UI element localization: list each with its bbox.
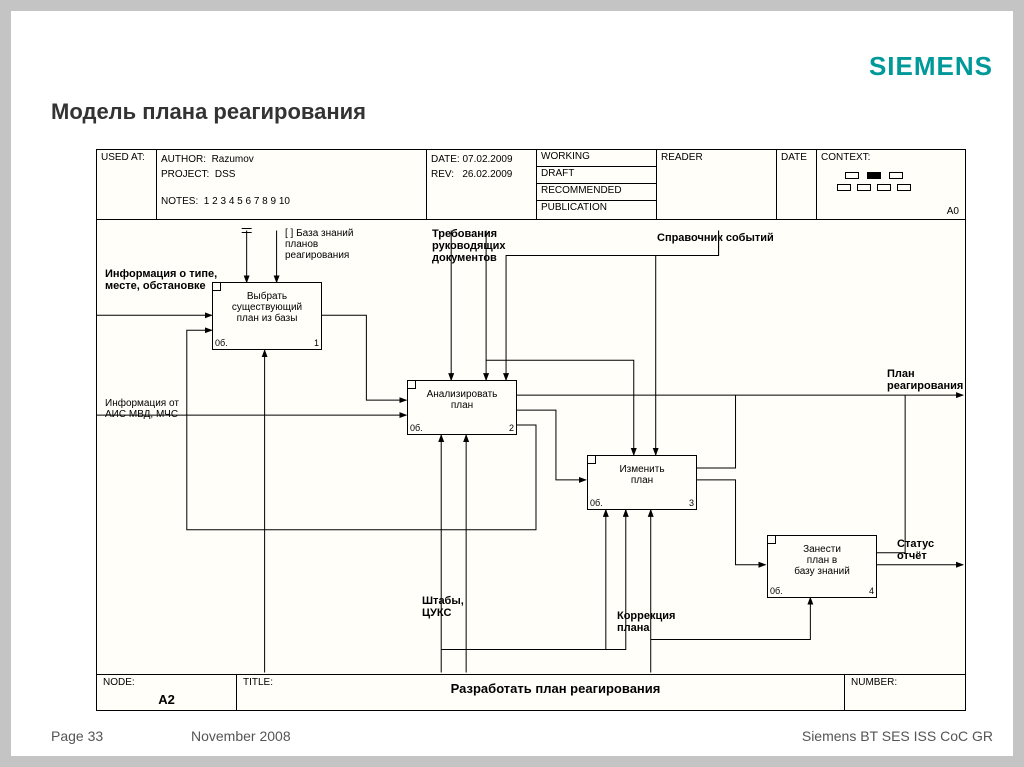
label-info-type: Информация о типе, месте, обстановке	[105, 268, 217, 292]
rev-label: REV:	[431, 169, 454, 180]
number-label: NUMBER:	[851, 677, 897, 688]
box4-nr: 4	[869, 586, 874, 596]
diagram-footer: NODE: A2 TITLE: Разработать план реагиро…	[97, 674, 965, 710]
project-value: DSS	[215, 169, 236, 180]
notes-label: NOTES:	[161, 196, 198, 207]
box1-title: Выбрать существующий план из базы	[213, 291, 321, 324]
author-label: AUTHOR:	[161, 154, 206, 165]
footer-date: November 2008	[191, 728, 291, 744]
idef0-diagram: USED AT: AUTHOR: Razumov PROJECT: DSS NO…	[96, 149, 966, 711]
box4-nl: 0б.	[770, 586, 783, 596]
slide: SIEMENS Модель плана реагирования USED A…	[11, 11, 1013, 756]
box1-nl: 0б.	[215, 338, 228, 348]
slide-footer: Page 33 November 2008 Siemens BT SES ISS…	[51, 728, 993, 744]
status-recommended: RECOMMENDED	[537, 184, 656, 201]
context-label: CONTEXT:	[821, 152, 870, 163]
hdr-usedat: USED AT:	[97, 150, 157, 219]
box2-title: Анализировать план	[408, 389, 516, 411]
ftr-node: NODE: A2	[97, 675, 237, 710]
rev-value: 26.02.2009	[462, 169, 512, 180]
activity-box-1: Выбрать существующий план из базы 0б. 1	[212, 282, 322, 350]
box3-title: Изменить план	[588, 464, 696, 486]
box3-nr: 3	[689, 498, 694, 508]
diagram-canvas: Выбрать существующий план из базы 0б. 1 …	[97, 220, 965, 674]
box4-title: Занести план в базу знаний	[768, 544, 876, 577]
title-value: Разработать план реагирования	[243, 681, 838, 696]
status-working: WORKING	[537, 150, 656, 167]
label-db: [ ] База знаний планов реагирования	[285, 228, 353, 261]
ftr-number: NUMBER:	[845, 675, 965, 710]
activity-box-4: Занести план в базу знаний 0б. 4	[767, 535, 877, 598]
label-plan-out: План реагирования	[887, 368, 963, 392]
label-status-out: Статус отчёт	[897, 538, 934, 562]
hdr-date-block: DATE: 07.02.2009 REV: 26.02.2009	[427, 150, 537, 219]
ftr-title: TITLE: Разработать план реагирования	[237, 675, 845, 710]
hdr-context: CONTEXT: A0	[817, 150, 965, 219]
author-value: Razumov	[212, 154, 254, 165]
box3-nl: 0б.	[590, 498, 603, 508]
label-event-ref: Справочник событий	[657, 232, 774, 244]
diagram-header: USED AT: AUTHOR: Razumov PROJECT: DSS NO…	[97, 150, 965, 220]
label-req-docs: Требования руководящих документов	[432, 228, 506, 264]
activity-box-2: Анализировать план 0б. 2	[407, 380, 517, 435]
box2-nr: 2	[509, 423, 514, 433]
context-code: A0	[947, 206, 959, 217]
date-value: 07.02.2009	[463, 154, 513, 165]
label-ais: Информация от АИС МВД, МЧС	[105, 398, 179, 420]
status-publication: PUBLICATION	[537, 201, 656, 218]
status-draft: DRAFT	[537, 167, 656, 184]
label-korr: Коррекция плана	[617, 610, 675, 634]
hdr-author-block: AUTHOR: Razumov PROJECT: DSS NOTES: 1 2 …	[157, 150, 427, 219]
node-label: NODE:	[103, 677, 135, 688]
project-label: PROJECT:	[161, 169, 209, 180]
hdr-status-block: WORKING DRAFT RECOMMENDED PUBLICATION	[537, 150, 657, 219]
box2-nl: 0б.	[410, 423, 423, 433]
footer-page: Page 33	[51, 728, 103, 744]
siemens-logo: SIEMENS	[869, 51, 993, 82]
box1-nr: 1	[314, 338, 319, 348]
hdr-reader: READER	[657, 150, 777, 219]
title-label: TITLE:	[243, 677, 273, 688]
activity-box-3: Изменить план 0б. 3	[587, 455, 697, 510]
footer-org: Siemens BT SES ISS CoC GR	[802, 728, 993, 744]
slide-title: Модель плана реагирования	[51, 99, 366, 125]
label-shtaby: Штабы, ЦУКС	[422, 595, 464, 619]
notes-value: 1 2 3 4 5 6 7 8 9 10	[204, 196, 290, 207]
node-value: A2	[158, 692, 175, 707]
date-label: DATE:	[431, 154, 460, 165]
hdr-reader-date: DATE	[777, 150, 817, 219]
